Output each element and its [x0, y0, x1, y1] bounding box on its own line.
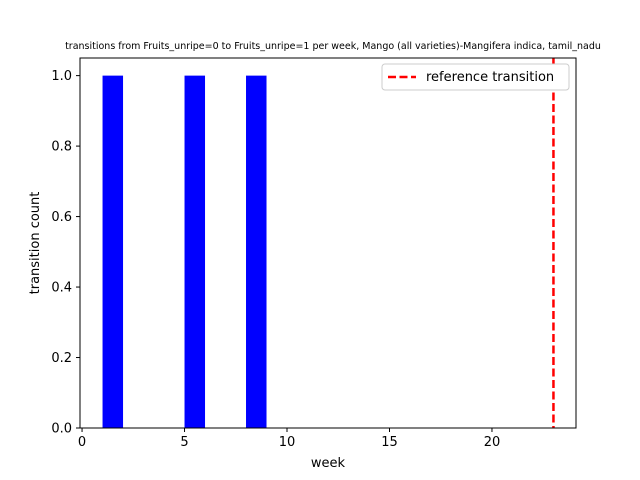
y-tick-label: 0.2	[51, 351, 72, 366]
x-tick-label: 20	[484, 435, 501, 450]
chart-title: transitions from Fruits_unripe=0 to Frui…	[65, 41, 601, 52]
bar-week-5	[184, 75, 206, 428]
x-axis: 0 5 10 15 20	[78, 428, 500, 450]
y-axis-label: transition count	[28, 192, 43, 295]
x-tick-label: 15	[381, 435, 398, 450]
y-tick-label: 0.4	[51, 281, 72, 296]
plot-frame	[79, 57, 577, 429]
y-tick-label: 0.8	[51, 140, 72, 155]
bar-week-8	[246, 75, 267, 428]
y-axis: 0.0 0.2 0.4 0.6 0.8 1.0	[51, 69, 80, 437]
legend: reference transition	[381, 63, 570, 91]
x-tick-label: 10	[279, 435, 296, 450]
legend-box	[381, 63, 570, 91]
y-tick-label: 1.0	[51, 69, 72, 84]
y-tick-label: 0.0	[51, 422, 72, 437]
bars-group	[102, 75, 267, 428]
x-tick-label: 5	[180, 435, 188, 450]
y-tick-label: 0.6	[51, 210, 72, 225]
x-axis-label: week	[311, 456, 346, 471]
legend-label-reference: reference transition	[426, 70, 554, 85]
x-tick-label: 0	[78, 435, 86, 450]
bar-week-1	[102, 75, 124, 428]
